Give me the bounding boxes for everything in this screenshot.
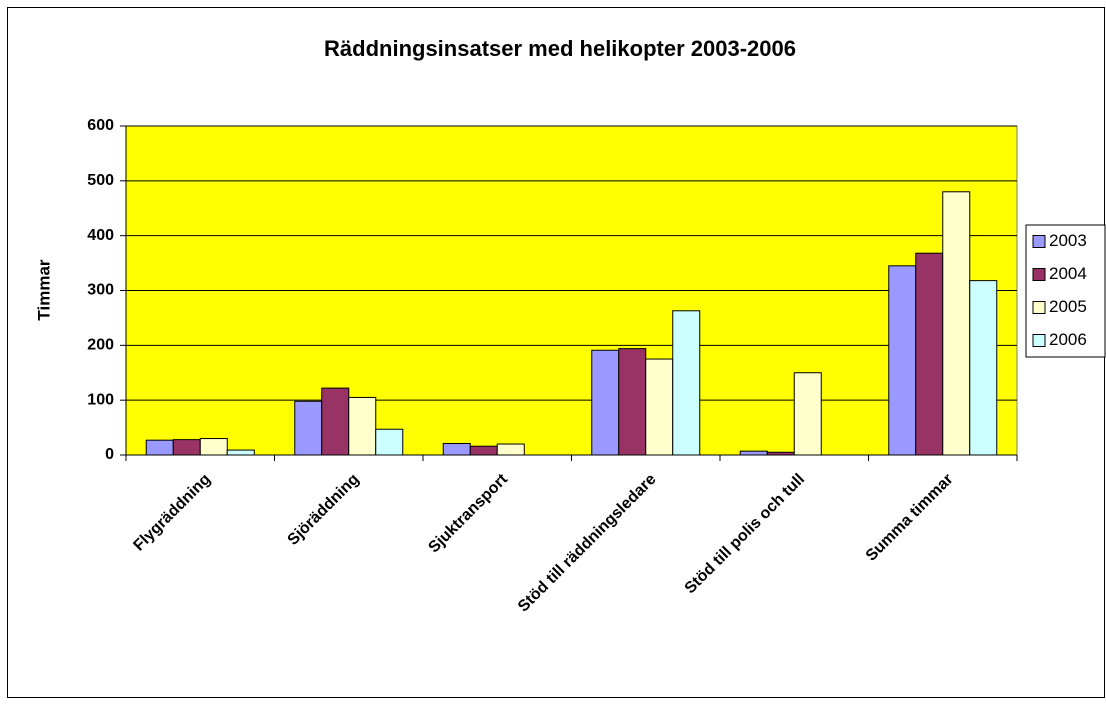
bar <box>942 191 971 456</box>
legend-swatch <box>1032 235 1046 248</box>
legend-label: 2005 <box>1049 297 1087 316</box>
bar <box>591 349 620 456</box>
legend-label: 2003 <box>1049 231 1087 250</box>
bar <box>766 451 795 456</box>
bar <box>226 449 255 456</box>
bar <box>442 442 471 456</box>
legend-swatch <box>1032 334 1046 347</box>
legend-swatch <box>1032 268 1046 281</box>
bar <box>645 358 674 456</box>
bar <box>739 450 768 456</box>
y-tick-label: 300 <box>87 282 114 299</box>
y-tick-label: 400 <box>87 227 114 244</box>
bar <box>915 252 944 456</box>
bar <box>793 372 822 456</box>
bar <box>969 280 998 456</box>
bar <box>618 348 647 456</box>
bar <box>348 396 377 456</box>
bar <box>321 387 350 456</box>
legend-swatch <box>1032 301 1046 314</box>
bar <box>496 443 525 456</box>
y-tick-label: 0 <box>105 446 114 463</box>
y-axis-label: Timmar <box>34 259 53 320</box>
bar <box>172 439 201 456</box>
y-tick-label: 500 <box>87 172 114 189</box>
legend-label: 2006 <box>1049 330 1087 349</box>
bar <box>199 438 228 456</box>
bar <box>672 310 701 456</box>
bar <box>469 445 498 456</box>
y-tick-label: 200 <box>87 337 114 354</box>
chart-title: Räddningsinsatser med helikopter 2003-20… <box>324 36 796 61</box>
bar <box>145 439 174 456</box>
bar <box>888 265 917 456</box>
bar <box>294 400 323 456</box>
legend-label: 2004 <box>1049 264 1087 283</box>
y-tick-label: 100 <box>87 391 114 408</box>
y-tick-label: 600 <box>87 117 114 134</box>
bar <box>375 428 404 456</box>
